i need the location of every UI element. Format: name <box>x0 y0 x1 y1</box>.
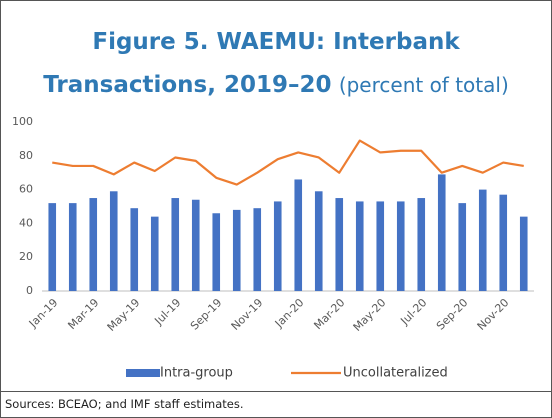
x-tick-label: Sep-19 <box>188 296 225 333</box>
bar <box>68 203 77 291</box>
bar <box>48 203 57 291</box>
chart-subtitle: (percent of total) <box>338 73 509 97</box>
bar <box>355 201 364 291</box>
y-tick-label: 40 <box>19 216 33 229</box>
source-note: Sources: BCEAO; and IMF staff estimates. <box>5 397 244 411</box>
bar <box>437 174 446 291</box>
y-tick-label: 60 <box>19 183 33 196</box>
bar <box>478 189 487 291</box>
x-tick-label: Jan-20 <box>272 296 307 331</box>
bar <box>253 208 262 291</box>
y-tick-label: 100 <box>12 115 33 128</box>
x-tick-label: May-19 <box>105 296 143 334</box>
x-tick-label: May-20 <box>351 296 389 334</box>
chart-title-block: Figure 5. WAEMU: Interbank Transactions,… <box>11 21 541 107</box>
x-tick-label: Jul-20 <box>397 296 429 328</box>
bar <box>232 209 241 291</box>
bar <box>499 194 508 291</box>
bar <box>109 191 118 291</box>
y-tick-label: 0 <box>26 284 33 297</box>
legend-swatch <box>126 369 160 377</box>
bar <box>212 213 221 291</box>
bar <box>150 216 159 291</box>
bar <box>335 198 344 291</box>
separator <box>1 391 551 392</box>
x-tick-label: Mar-20 <box>311 296 347 332</box>
bar <box>314 191 323 291</box>
bar <box>458 203 467 291</box>
y-tick-label: 20 <box>19 250 33 263</box>
x-tick-label: Mar-19 <box>65 296 101 332</box>
chart-title: Figure 5. WAEMU: Interbank Transactions,… <box>43 29 460 98</box>
legend-label: Intra-group <box>160 366 233 381</box>
bar <box>273 201 282 291</box>
bar <box>417 198 426 291</box>
x-tick-label: Nov-20 <box>475 296 512 333</box>
x-tick-label: Jan-19 <box>26 296 61 331</box>
bar <box>519 216 528 291</box>
bar <box>191 199 200 291</box>
x-tick-label: Jul-19 <box>151 296 183 328</box>
bar <box>171 198 180 291</box>
bar <box>89 198 98 291</box>
line <box>52 139 524 186</box>
legend-label: Uncollateralized <box>343 366 448 381</box>
bar <box>396 201 405 291</box>
x-tick-label: Nov-19 <box>229 296 266 333</box>
bar <box>130 208 139 291</box>
bar <box>376 201 385 291</box>
y-tick-label: 80 <box>19 149 33 162</box>
bar <box>294 179 303 291</box>
x-tick-label: Sep-20 <box>434 296 471 333</box>
